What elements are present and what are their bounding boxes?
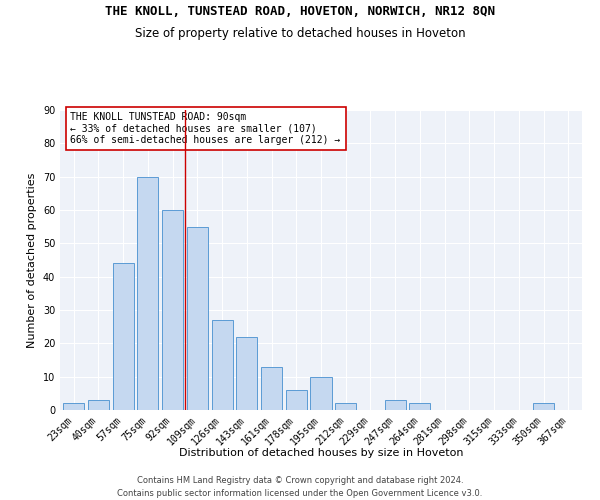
Bar xyxy=(261,366,282,410)
Bar xyxy=(212,320,233,410)
Bar xyxy=(286,390,307,410)
Bar xyxy=(187,226,208,410)
Bar xyxy=(385,400,406,410)
Bar xyxy=(310,376,332,410)
Text: THE KNOLL TUNSTEAD ROAD: 90sqm
← 33% of detached houses are smaller (107)
66% of: THE KNOLL TUNSTEAD ROAD: 90sqm ← 33% of … xyxy=(70,112,341,144)
Bar xyxy=(335,404,356,410)
Text: THE KNOLL, TUNSTEAD ROAD, HOVETON, NORWICH, NR12 8QN: THE KNOLL, TUNSTEAD ROAD, HOVETON, NORWI… xyxy=(105,5,495,18)
Bar xyxy=(162,210,183,410)
Y-axis label: Number of detached properties: Number of detached properties xyxy=(27,172,37,348)
Bar xyxy=(137,176,158,410)
Text: Contains HM Land Registry data © Crown copyright and database right 2024.
Contai: Contains HM Land Registry data © Crown c… xyxy=(118,476,482,498)
Bar xyxy=(236,336,257,410)
Text: Distribution of detached houses by size in Hoveton: Distribution of detached houses by size … xyxy=(179,448,463,458)
Text: Size of property relative to detached houses in Hoveton: Size of property relative to detached ho… xyxy=(134,28,466,40)
Bar xyxy=(409,404,430,410)
Bar xyxy=(113,264,134,410)
Bar xyxy=(533,404,554,410)
Bar xyxy=(63,404,84,410)
Bar xyxy=(88,400,109,410)
